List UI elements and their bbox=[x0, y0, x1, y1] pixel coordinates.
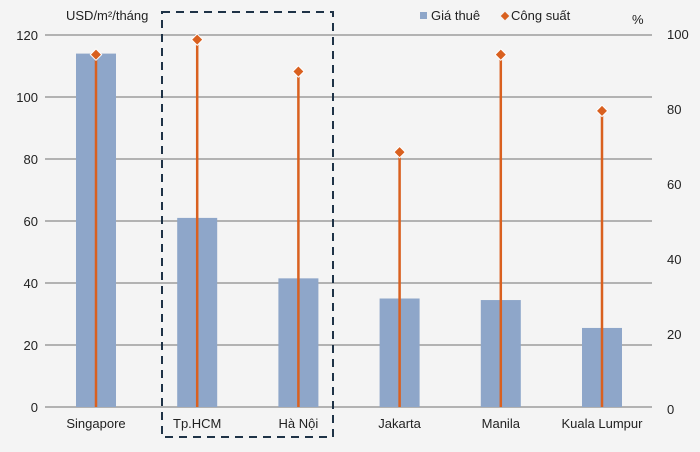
y2-tick-label: 20 bbox=[667, 327, 681, 342]
y2-tick-label: 60 bbox=[667, 177, 681, 192]
y-tick-label: 0 bbox=[31, 400, 38, 415]
x-tick-label: Jakarta bbox=[378, 416, 421, 431]
y-tick-label: 80 bbox=[24, 152, 38, 167]
y2-axis-label: % bbox=[632, 12, 644, 27]
gridlines bbox=[45, 34, 652, 408]
lollipop-marker bbox=[89, 48, 103, 61]
y2-tick-label: 80 bbox=[667, 102, 681, 117]
y2-tick-label: 40 bbox=[667, 252, 681, 267]
x-tick-label: Hà Nội bbox=[279, 416, 319, 431]
legend: Giá thuê Công suất bbox=[420, 8, 571, 23]
y2-tick-label: 0 bbox=[667, 402, 674, 417]
tick-labels: 0 20 40 60 80 100 120 0 20 40 60 80 100 Singapore Tp.H… bbox=[16, 27, 688, 431]
lollipop-marker bbox=[494, 48, 508, 61]
legend-swatch-cong-suat bbox=[500, 11, 510, 21]
x-tick-label: Manila bbox=[482, 416, 521, 431]
lollipop-marker bbox=[292, 65, 305, 78]
x-tick-label: Singapore bbox=[66, 416, 125, 431]
x-tick-label: Tp.HCM bbox=[173, 416, 221, 431]
highlight-box bbox=[161, 11, 334, 438]
y-tick-label: 120 bbox=[16, 28, 38, 43]
y-tick-label: 60 bbox=[24, 214, 38, 229]
lollipop-marker bbox=[190, 33, 204, 46]
y-tick-label: 20 bbox=[24, 338, 38, 353]
y2-tick-label: 100 bbox=[667, 27, 689, 42]
y-tick-label: 40 bbox=[24, 276, 38, 291]
legend-label-cong-suat: Công suất bbox=[511, 8, 571, 23]
y-axis-label: USD/m²/tháng bbox=[66, 8, 148, 23]
bars bbox=[76, 53, 622, 407]
x-tick-label: Kuala Lumpur bbox=[562, 416, 644, 431]
legend-label-gia-thue: Giá thuê bbox=[431, 8, 480, 23]
lollipop-marker bbox=[393, 145, 406, 159]
lollipops bbox=[89, 33, 609, 407]
y-tick-label: 100 bbox=[16, 90, 38, 105]
legend-swatch-gia-thue bbox=[420, 12, 427, 19]
lollipop-marker bbox=[595, 104, 609, 118]
